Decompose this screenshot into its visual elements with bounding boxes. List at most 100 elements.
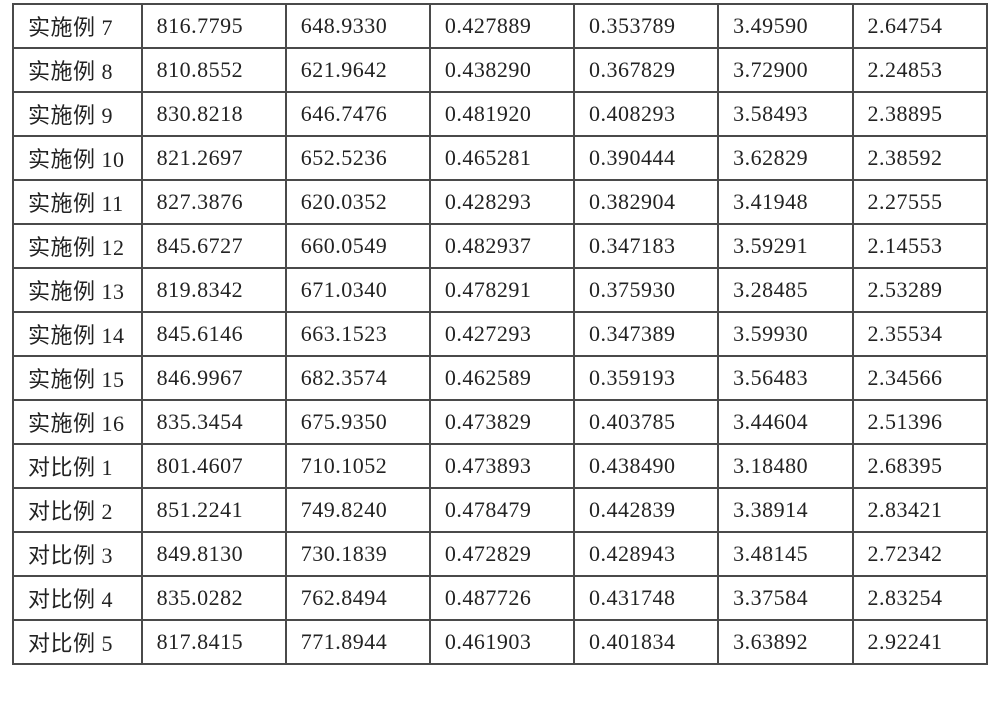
cell-c1: 851.2241	[142, 488, 286, 532]
cell-c2: 710.1052	[286, 444, 430, 488]
cell-c4: 0.438490	[574, 444, 718, 488]
cell-c1: 846.9967	[142, 356, 286, 400]
cell-c4: 0.403785	[574, 400, 718, 444]
cell-c6: 2.68395	[853, 444, 987, 488]
table-row: 对比例 3849.8130730.18390.4728290.4289433.4…	[13, 532, 987, 576]
cell-c3: 0.427293	[430, 312, 574, 356]
cell-c5: 3.48145	[718, 532, 852, 576]
table-row: 实施例 13819.8342671.03400.4782910.3759303.…	[13, 268, 987, 312]
cell-c6: 2.64754	[853, 4, 987, 48]
cell-c3: 0.487726	[430, 576, 574, 620]
cell-c5: 3.63892	[718, 620, 852, 664]
cell-c5: 3.37584	[718, 576, 852, 620]
cell-c6: 2.27555	[853, 180, 987, 224]
cell-c2: 682.3574	[286, 356, 430, 400]
row-label: 对比例 5	[13, 620, 142, 664]
cell-c3: 0.461903	[430, 620, 574, 664]
cell-c4: 0.347183	[574, 224, 718, 268]
cell-c4: 0.408293	[574, 92, 718, 136]
cell-c1: 821.2697	[142, 136, 286, 180]
cell-c6: 2.35534	[853, 312, 987, 356]
cell-c1: 819.8342	[142, 268, 286, 312]
cell-c3: 0.473829	[430, 400, 574, 444]
cell-c5: 3.59291	[718, 224, 852, 268]
cell-c5: 3.58493	[718, 92, 852, 136]
row-label: 实施例 13	[13, 268, 142, 312]
cell-c5: 3.41948	[718, 180, 852, 224]
cell-c2: 646.7476	[286, 92, 430, 136]
table-row: 对比例 5817.8415771.89440.4619030.4018343.6…	[13, 620, 987, 664]
cell-c4: 0.390444	[574, 136, 718, 180]
cell-c2: 621.9642	[286, 48, 430, 92]
cell-c1: 817.8415	[142, 620, 286, 664]
table-row: 实施例 11827.3876620.03520.4282930.3829043.…	[13, 180, 987, 224]
table-body: 实施例 7816.7795648.93300.4278890.3537893.4…	[13, 4, 987, 664]
cell-c1: 830.8218	[142, 92, 286, 136]
cell-c4: 0.401834	[574, 620, 718, 664]
cell-c6: 2.34566	[853, 356, 987, 400]
cell-c3: 0.478479	[430, 488, 574, 532]
cell-c6: 2.72342	[853, 532, 987, 576]
cell-c6: 2.83421	[853, 488, 987, 532]
cell-c4: 0.442839	[574, 488, 718, 532]
table-row: 对比例 2851.2241749.82400.4784790.4428393.3…	[13, 488, 987, 532]
cell-c2: 620.0352	[286, 180, 430, 224]
cell-c6: 2.83254	[853, 576, 987, 620]
cell-c2: 749.8240	[286, 488, 430, 532]
table-row: 实施例 16835.3454675.93500.4738290.4037853.…	[13, 400, 987, 444]
cell-c6: 2.92241	[853, 620, 987, 664]
cell-c2: 660.0549	[286, 224, 430, 268]
table-row: 实施例 10821.2697652.52360.4652810.3904443.…	[13, 136, 987, 180]
table-row: 实施例 9830.8218646.74760.4819200.4082933.5…	[13, 92, 987, 136]
cell-c5: 3.28485	[718, 268, 852, 312]
cell-c1: 827.3876	[142, 180, 286, 224]
cell-c3: 0.438290	[430, 48, 574, 92]
cell-c1: 810.8552	[142, 48, 286, 92]
cell-c2: 671.0340	[286, 268, 430, 312]
cell-c6: 2.38895	[853, 92, 987, 136]
row-label: 对比例 2	[13, 488, 142, 532]
cell-c5: 3.49590	[718, 4, 852, 48]
row-label: 实施例 15	[13, 356, 142, 400]
table-row: 对比例 1801.4607710.10520.4738930.4384903.1…	[13, 444, 987, 488]
cell-c3: 0.427889	[430, 4, 574, 48]
row-label: 对比例 1	[13, 444, 142, 488]
cell-c2: 663.1523	[286, 312, 430, 356]
cell-c6: 2.38592	[853, 136, 987, 180]
row-label: 实施例 16	[13, 400, 142, 444]
cell-c4: 0.382904	[574, 180, 718, 224]
cell-c1: 835.0282	[142, 576, 286, 620]
cell-c2: 652.5236	[286, 136, 430, 180]
row-label: 对比例 4	[13, 576, 142, 620]
table-row: 实施例 7816.7795648.93300.4278890.3537893.4…	[13, 4, 987, 48]
cell-c3: 0.462589	[430, 356, 574, 400]
cell-c5: 3.56483	[718, 356, 852, 400]
data-table: 实施例 7816.7795648.93300.4278890.3537893.4…	[12, 3, 988, 665]
cell-c3: 0.428293	[430, 180, 574, 224]
cell-c1: 835.3454	[142, 400, 286, 444]
cell-c4: 0.353789	[574, 4, 718, 48]
cell-c2: 762.8494	[286, 576, 430, 620]
row-label: 实施例 10	[13, 136, 142, 180]
row-label: 实施例 11	[13, 180, 142, 224]
cell-c3: 0.482937	[430, 224, 574, 268]
cell-c5: 3.18480	[718, 444, 852, 488]
cell-c3: 0.472829	[430, 532, 574, 576]
cell-c6: 2.51396	[853, 400, 987, 444]
table-row: 实施例 14845.6146663.15230.4272930.3473893.…	[13, 312, 987, 356]
row-label: 对比例 3	[13, 532, 142, 576]
cell-c1: 845.6727	[142, 224, 286, 268]
cell-c2: 771.8944	[286, 620, 430, 664]
table-row: 实施例 12845.6727660.05490.4829370.3471833.…	[13, 224, 987, 268]
cell-c4: 0.347389	[574, 312, 718, 356]
cell-c6: 2.53289	[853, 268, 987, 312]
cell-c6: 2.24853	[853, 48, 987, 92]
cell-c5: 3.72900	[718, 48, 852, 92]
cell-c3: 0.465281	[430, 136, 574, 180]
cell-c1: 849.8130	[142, 532, 286, 576]
cell-c6: 2.14553	[853, 224, 987, 268]
cell-c2: 675.9350	[286, 400, 430, 444]
cell-c5: 3.38914	[718, 488, 852, 532]
row-label: 实施例 7	[13, 4, 142, 48]
row-label: 实施例 12	[13, 224, 142, 268]
